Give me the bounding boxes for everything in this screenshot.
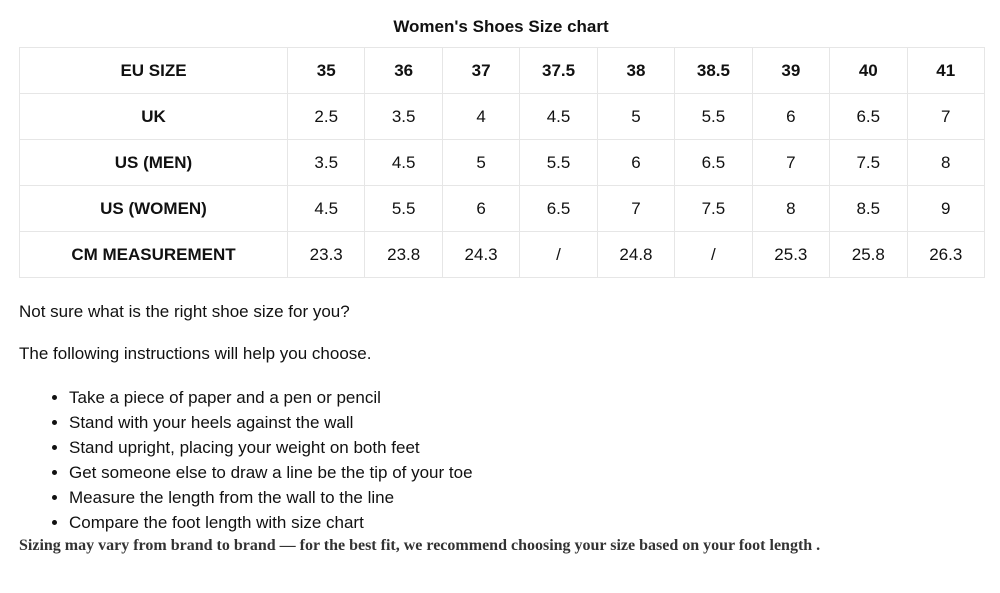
table-cell: 6.5 (674, 139, 753, 186)
list-item: Get someone else to draw a line be the t… (69, 460, 473, 485)
instruction-list: Take a piece of paper and a pen or penci… (19, 385, 473, 535)
table-cell: 40 (829, 47, 908, 94)
table-cell: 6.5 (829, 93, 908, 140)
table-cell: 4.5 (519, 93, 598, 140)
table-cell: 4.5 (364, 139, 443, 186)
row-header: UK (19, 93, 288, 140)
table-cell: 5.5 (674, 93, 753, 140)
table-cell: 25.8 (829, 231, 908, 278)
table-cell: 36 (364, 47, 443, 94)
table-cell: 37.5 (519, 47, 598, 94)
table-cell: 3.5 (364, 93, 443, 140)
table-cell: 7 (906, 93, 985, 140)
table-cell: 4 (441, 93, 521, 140)
table-cell: 37 (441, 47, 521, 94)
table-cell: 5 (596, 93, 676, 140)
table-cell: 23.3 (286, 231, 366, 278)
table-row: EU SIZE 35 36 37 37.5 38 38.5 39 40 41 (19, 47, 985, 94)
table-cell: 38.5 (674, 47, 753, 94)
table-cell: 7.5 (829, 139, 908, 186)
table-cell: 5.5 (519, 139, 598, 186)
table-row: US (WOMEN) 4.5 5.5 6 6.5 7 7.5 8 8.5 9 (19, 185, 985, 232)
table-cell: 4.5 (286, 185, 366, 232)
table-cell: 24.8 (596, 231, 676, 278)
table-row: CM MEASUREMENT 23.3 23.8 24.3/24.8/25.3 25.8… (19, 231, 985, 278)
question-text: Not sure what is the right shoe size for… (19, 302, 350, 321)
table-cell: 6 (441, 185, 521, 232)
table-cell: 24.3 (441, 231, 521, 278)
list-item: Compare the foot length with size chart (69, 510, 473, 535)
table-cell: 25.3 (751, 231, 831, 278)
list-item: Stand with your heels against the wall (69, 410, 473, 435)
table-cell: 8.5 (829, 185, 908, 232)
row-header: US (WOMEN) (19, 185, 288, 232)
table-cell: 7 (751, 139, 831, 186)
table-cell: 41 (906, 47, 985, 94)
chart-title: Women's Shoes Size chart (393, 17, 609, 36)
table-cell: 35 (286, 47, 366, 94)
list-item: Stand upright, placing your weight on bo… (69, 435, 473, 460)
table-cell: 2.5 (286, 93, 366, 140)
table-cell: 23.8 (364, 231, 443, 278)
table-cell: 8 (906, 139, 985, 186)
table-cell: 7 (596, 185, 676, 232)
table-cell: / (519, 231, 598, 278)
table-cell: 5 (441, 139, 521, 186)
table-cell: 3.5 (286, 139, 366, 186)
list-item: Measure the length from the wall to the … (69, 485, 473, 510)
row-header: US (MEN) (19, 139, 288, 186)
table-cell: 26.3 (906, 231, 985, 278)
table-cell: 8 (751, 185, 831, 232)
table-cell: 6 (751, 93, 831, 140)
table-cell: 9 (906, 185, 985, 232)
table-cell: 6.5 (519, 185, 598, 232)
table-cell: 7.5 (674, 185, 753, 232)
table-cell: 38 (596, 47, 676, 94)
table-cell: 6 (596, 139, 676, 186)
table-cell: / (674, 231, 753, 278)
table-row: UK 2.5 3.5 4 4.5 5 5.5 6 6.5 7 (19, 93, 985, 140)
row-header: CM MEASUREMENT (19, 231, 288, 278)
size-chart-table: EU SIZE 35 36 37 37.5 38 38.5 39 40 41 UK 2.5 3.5 4 4.… (19, 47, 985, 278)
table-cell: 39 (751, 47, 831, 94)
row-header: EU SIZE (19, 47, 288, 94)
intro-text: The following instructions will help you… (19, 344, 372, 363)
table-cell: 5.5 (364, 185, 443, 232)
table-row: US (MEN) 3.5 4.5 5 5.5 6 6.5 7 7.5 8 (19, 139, 985, 186)
list-item: Take a piece of paper and a pen or penci… (69, 385, 473, 410)
sizing-note: Sizing may vary from brand to brand — fo… (19, 537, 821, 554)
